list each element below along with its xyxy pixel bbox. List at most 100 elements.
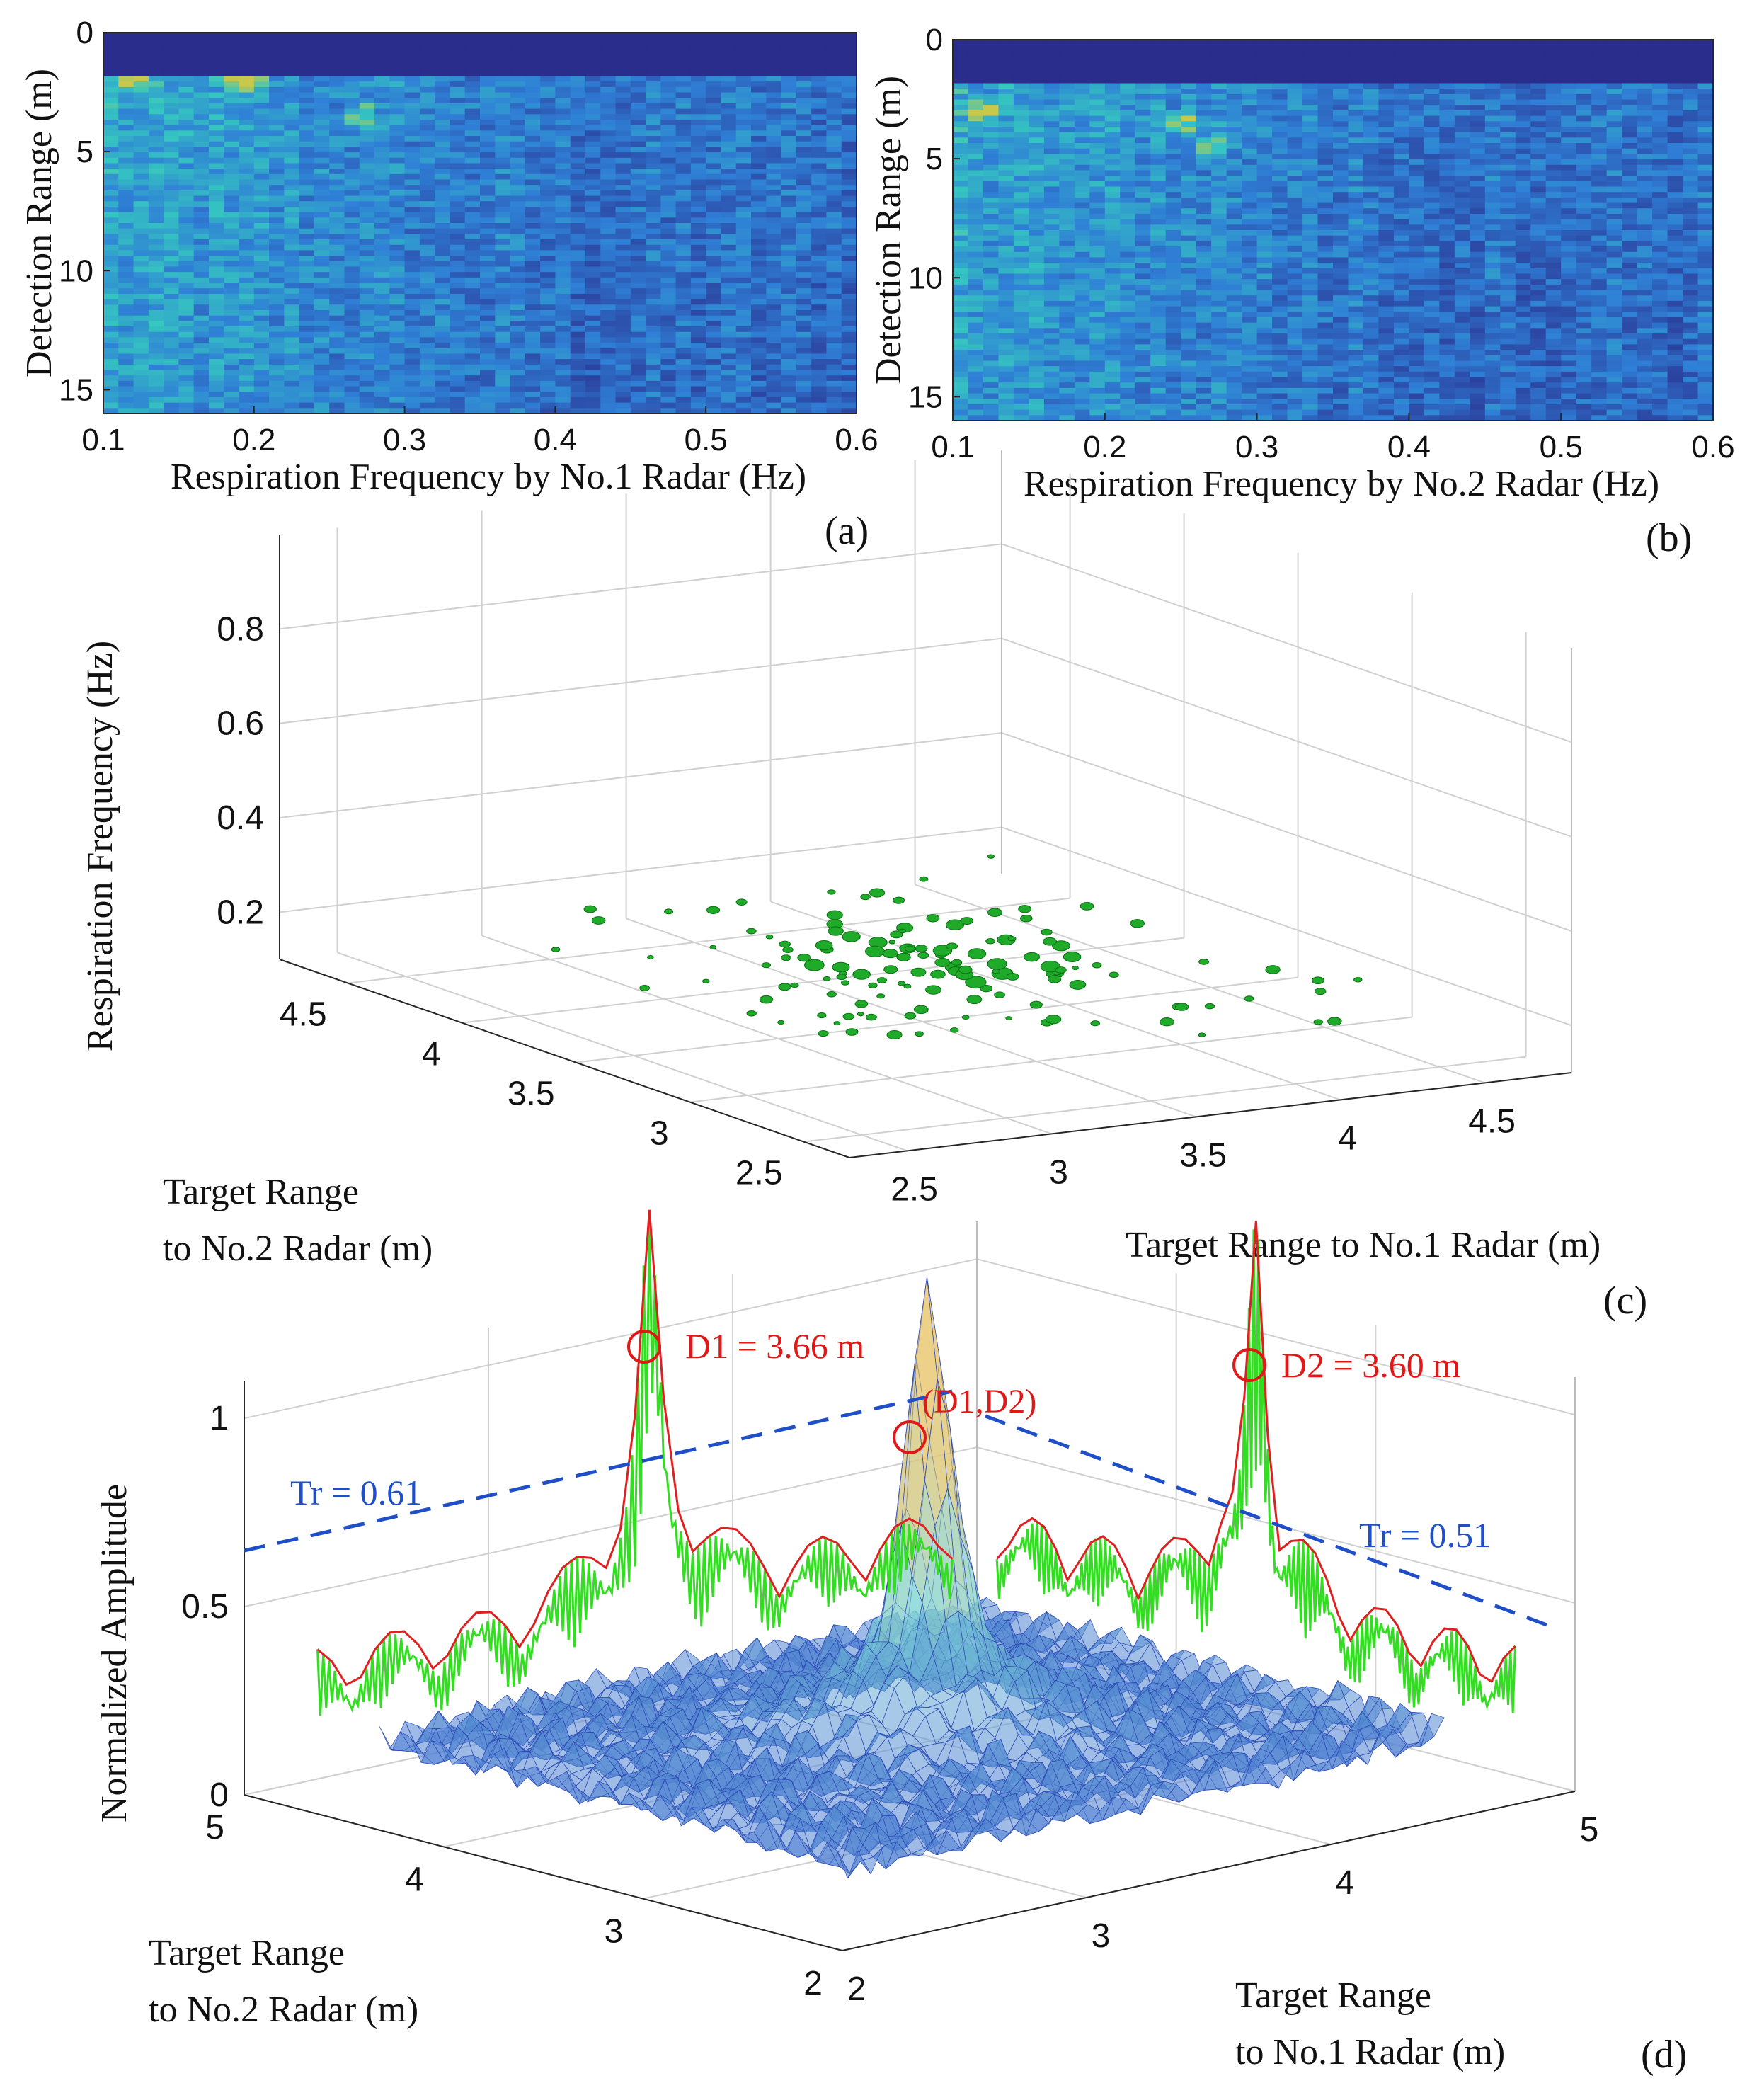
heatmap-cell [1287, 105, 1303, 111]
heatmap-cell [464, 348, 481, 355]
heatmap-cell [480, 364, 496, 371]
heatmap-cell [675, 375, 692, 382]
heatmap-cell [148, 396, 164, 404]
heatmap-cell [630, 256, 646, 262]
heatmap-cell [148, 125, 164, 131]
heatmap-cell [208, 256, 224, 262]
heatmap-cell [239, 386, 255, 392]
heatmap-cell [570, 65, 586, 72]
heatmap-cell [359, 54, 375, 61]
heatmap-cell [299, 152, 315, 159]
heatmap-cell [826, 33, 842, 39]
heatmap-cell [766, 33, 782, 39]
heatmap-cell [253, 353, 270, 360]
heatmap-cell [585, 261, 601, 268]
heatmap-cell [570, 304, 586, 311]
heatmap-cell [1667, 105, 1683, 111]
heatmap-cell [1667, 93, 1683, 101]
heatmap-cell [1333, 164, 1349, 171]
heatmap-cell [1606, 72, 1622, 79]
heatmap-cell [525, 141, 541, 147]
heatmap-cell [1150, 148, 1167, 154]
heatmap-cell [1697, 132, 1713, 138]
heatmap-cell [480, 272, 496, 278]
heatmap-cell [299, 315, 315, 321]
heatmap-cell [1104, 197, 1121, 204]
heatmap-cell [1165, 181, 1181, 188]
heatmap-cell [419, 392, 435, 398]
heatmap-cell [419, 348, 435, 355]
heatmap-cell [239, 293, 255, 300]
heatmap-cell [1500, 192, 1516, 198]
heatmap-cell [329, 65, 345, 72]
heatmap-cell [555, 125, 571, 131]
heatmap-cell [148, 321, 164, 327]
heatmap-cell [1104, 45, 1121, 51]
heatmap-cell [1013, 154, 1029, 160]
heatmap-cell [239, 206, 255, 213]
heatmap-cell [329, 49, 345, 55]
heatmap-cell [585, 169, 601, 175]
heatmap-cell [404, 293, 420, 300]
heatmap-cell [646, 81, 661, 88]
heatmap-cell [464, 185, 481, 191]
heatmap-cell [600, 157, 617, 164]
heatmap-cell [389, 353, 406, 360]
heatmap-cell [1059, 110, 1075, 117]
heatmap-cell [1606, 181, 1622, 188]
heatmap-cell [826, 396, 842, 404]
heatmap-cell [435, 223, 451, 229]
heatmap-cell [735, 261, 752, 268]
heatmap-cell [299, 179, 315, 186]
heatmap-cell [751, 217, 767, 224]
heatmap-cell [570, 402, 586, 409]
heatmap-cell [1120, 93, 1136, 101]
heatmap-cell [178, 293, 195, 300]
heatmap-cell [781, 92, 797, 98]
heatmap-cell [766, 114, 782, 120]
heatmap-cell [1211, 61, 1227, 68]
heatmap-cell [1470, 105, 1486, 111]
heatmap-cell [1363, 99, 1380, 105]
heatmap-cell [1409, 105, 1425, 111]
heatmap-cell [510, 206, 526, 213]
heatmap-cell [480, 234, 496, 240]
heatmap-cell [1439, 192, 1455, 198]
heatmap-cell [690, 217, 706, 224]
heatmap-cell [1515, 40, 1531, 46]
heatmap-cell [329, 266, 345, 273]
heatmap-cell [660, 38, 677, 44]
heatmap-cell [781, 223, 797, 229]
heatmap-cell [968, 50, 984, 57]
heatmap-cell [133, 321, 149, 327]
heatmap-cell [983, 99, 1000, 105]
heatmap-cell [419, 256, 435, 262]
heatmap-cell [314, 375, 330, 382]
heatmap-cell [1591, 72, 1608, 79]
heatmap-cell [253, 331, 270, 338]
heatmap-cell [660, 147, 677, 153]
heatmap-cell [374, 163, 390, 169]
heatmap-cell [585, 49, 601, 55]
heatmap-cell [1637, 148, 1653, 154]
heatmap-cell [585, 147, 601, 153]
heatmap-cell [1606, 83, 1622, 89]
heatmap-cell [585, 348, 601, 355]
heatmap-cell [1378, 83, 1395, 89]
heatmap-cell [615, 70, 631, 77]
heatmap-cell [781, 343, 797, 349]
heatmap-cell [224, 402, 240, 409]
heatmap-cell [419, 277, 435, 284]
heatmap-cell [480, 326, 496, 333]
heatmap-cell [1242, 67, 1258, 73]
heatmap-cell [299, 321, 315, 327]
heatmap-cell [1424, 159, 1440, 166]
heatmap-cell [660, 396, 677, 404]
heatmap-cell [450, 195, 466, 202]
heatmap-cell [435, 190, 451, 197]
heatmap-cell [118, 256, 134, 262]
heatmap-cell [1165, 197, 1181, 204]
heatmap-cell [1226, 121, 1242, 127]
heatmap-cell [329, 33, 345, 39]
heatmap-cell [1150, 83, 1167, 89]
